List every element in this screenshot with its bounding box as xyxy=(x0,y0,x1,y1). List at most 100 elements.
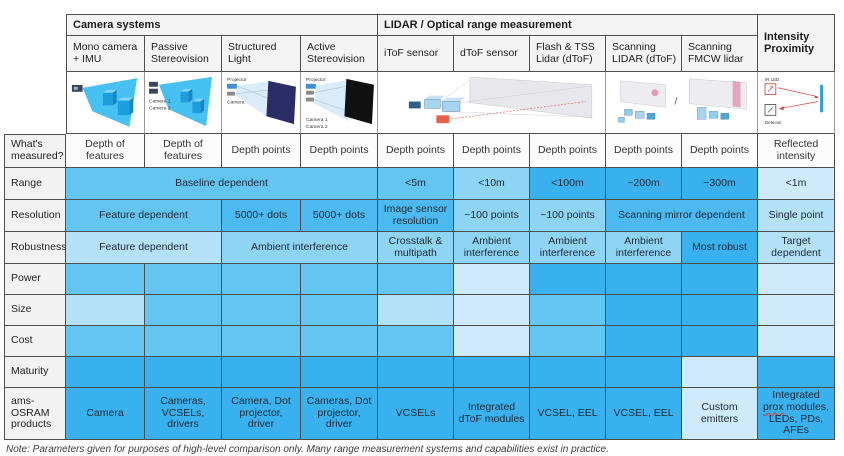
row-label-maturity: Maturity xyxy=(4,357,66,388)
range-cameras: Baseline dependent xyxy=(66,168,378,200)
robustness-scanning-lidar: Ambient interference xyxy=(606,232,682,264)
cost-structured xyxy=(222,326,301,357)
cost-intensity xyxy=(758,326,835,357)
robustness-itof: Crosstalk & multipath xyxy=(378,232,454,264)
active-camera1-label: Camera 1 xyxy=(306,117,328,123)
tof-diagram xyxy=(378,72,606,134)
products-intensity-suffix: modules, LEDs, PDs, AFEs xyxy=(768,400,829,437)
products-active: Cameras, Dot projector, driver xyxy=(301,388,378,440)
scanning-lidar-diagram-svg: / xyxy=(618,78,747,123)
power-fmcw xyxy=(682,264,758,295)
resolution-flash: ~100 points xyxy=(530,200,606,232)
group-header-lidar: LIDAR / Optical range measurement xyxy=(378,14,758,36)
products-intensity-text: Integrated prox modules, LEDs, PDs, AFEs xyxy=(761,389,831,437)
group-header-intensity-proximity: Intensity Proximity xyxy=(758,14,835,72)
size-intensity xyxy=(758,295,835,326)
measured-dtof: Depth points xyxy=(454,134,530,168)
maturity-active xyxy=(301,357,378,388)
col-header-flash-tss-lidar: Flash & TSS Lidar (dToF) xyxy=(530,36,606,72)
size-structured xyxy=(222,295,301,326)
size-dtof xyxy=(454,295,530,326)
structured-light-diagram: Projector Camera xyxy=(222,72,301,134)
measured-active: Depth points xyxy=(301,134,378,168)
passive-camera1-label: Camera 1 xyxy=(149,99,171,105)
measured-fmcw: Depth points xyxy=(682,134,758,168)
row-label-cost: Cost xyxy=(4,326,66,357)
measured-scanning-lidar: Depth points xyxy=(606,134,682,168)
maturity-fmcw xyxy=(682,357,758,388)
intensity-proximity-diagram: IR LED Detector xyxy=(758,72,835,134)
power-scanning-lidar xyxy=(606,264,682,295)
cost-flash xyxy=(530,326,606,357)
cost-dtof xyxy=(454,326,530,357)
detector-label: Detector xyxy=(765,120,782,125)
range-itof: <5m xyxy=(378,168,454,200)
mono-camera-imu-diagram xyxy=(66,72,145,134)
products-passive: Cameras, VCSELs, drivers xyxy=(145,388,222,440)
products-dtof: Integrated dToF modules xyxy=(454,388,530,440)
size-active xyxy=(301,295,378,326)
col-header-itof-sensor: iToF sensor xyxy=(378,36,454,72)
active-stereovision-diagram-svg: Projector Camera 1 Camera 2 xyxy=(306,77,374,130)
products-fmcw: Custom emitters xyxy=(682,388,758,440)
maturity-intensity xyxy=(758,357,835,388)
robustness-flash: Ambient interference xyxy=(530,232,606,264)
range-fmcw: ~300m xyxy=(682,168,758,200)
cost-mono xyxy=(66,326,145,357)
range-intensity: <1m xyxy=(758,168,835,200)
maturity-dtof xyxy=(454,357,530,388)
products-intensity-prox-word: prox xyxy=(763,400,784,413)
range-dtof: <10m xyxy=(454,168,530,200)
col-header-passive-stereovision: Passive Stereovision xyxy=(145,36,222,72)
structured-projector-label: Projector xyxy=(227,77,247,83)
maturity-passive xyxy=(145,357,222,388)
col-header-mono-camera-imu: Mono camera + IMU xyxy=(66,36,145,72)
col-header-structured-light: Structured Light xyxy=(222,36,301,72)
power-passive xyxy=(145,264,222,295)
row-label-size: Size xyxy=(4,295,66,326)
measured-intensity: Reflected intensity xyxy=(758,134,835,168)
power-dtof xyxy=(454,264,530,295)
ir-led-label: IR LED xyxy=(765,77,779,82)
group-header-camera-systems: Camera systems xyxy=(66,14,378,36)
cost-scanning-lidar xyxy=(606,326,682,357)
structured-light-diagram-svg: Projector Camera xyxy=(227,77,296,125)
robustness-fmcw: Most robust xyxy=(682,232,758,264)
size-itof xyxy=(378,295,454,326)
mono-camera-diagram-svg xyxy=(71,78,138,127)
col-header-scanning-fmcw: Scanning FMCW lidar xyxy=(682,36,758,72)
size-scanning-lidar xyxy=(606,295,682,326)
resolution-structured: 5000+ dots xyxy=(222,200,301,232)
row-label-resolution: Resolution xyxy=(4,200,66,232)
active-camera2-label: Camera 2 xyxy=(306,124,328,130)
row-label-ams-osram-products: ams-OSRAM products xyxy=(4,388,66,440)
size-fmcw xyxy=(682,295,758,326)
passive-camera2-label: Camera 2 xyxy=(149,105,171,111)
sensor-comparison-table: Camera systems LIDAR / Optical range mea… xyxy=(4,14,835,440)
cost-active xyxy=(301,326,378,357)
maturity-mono xyxy=(66,357,145,388)
resolution-dtof: ~100 points xyxy=(454,200,530,232)
products-intensity-prefix: Integrated xyxy=(772,389,820,401)
size-passive xyxy=(145,295,222,326)
robustness-intensity: Target dependent xyxy=(758,232,835,264)
range-flash: <100m xyxy=(530,168,606,200)
measured-structured: Depth points xyxy=(222,134,301,168)
products-scanning-lidar: VCSEL, EEL xyxy=(606,388,682,440)
footnote: Note: Parameters given for purposes of h… xyxy=(6,444,609,455)
intensity-proximity-diagram-svg: IR LED Detector xyxy=(764,77,824,125)
measured-passive: Depth of features xyxy=(145,134,222,168)
scanning-lidar-diagram: / xyxy=(606,72,758,134)
power-intensity xyxy=(758,264,835,295)
power-flash xyxy=(530,264,606,295)
robustness-mono-passive: Feature dependent xyxy=(66,232,222,264)
active-projector-label: Projector xyxy=(306,77,326,83)
maturity-structured xyxy=(222,357,301,388)
col-header-active-stereovision: Active Stereovision xyxy=(301,36,378,72)
row-label-robustness: Robustness xyxy=(4,232,66,264)
products-itof: VCSELs xyxy=(378,388,454,440)
passive-stereovision-diagram: Camera 1 Camera 2 xyxy=(145,72,222,134)
products-structured: Camera, Dot projector, driver xyxy=(222,388,301,440)
measured-mono: Depth of features xyxy=(66,134,145,168)
